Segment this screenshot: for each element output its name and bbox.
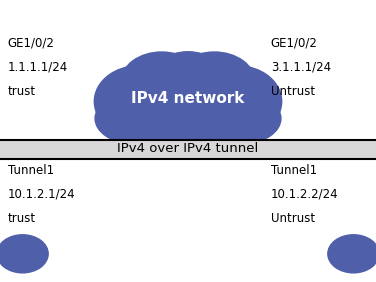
Circle shape [327,234,376,274]
Ellipse shape [207,93,282,144]
Text: IPv4 network: IPv4 network [131,91,245,106]
Ellipse shape [151,51,225,107]
FancyBboxPatch shape [0,140,376,159]
Text: 1.1.1.1/24: 1.1.1.1/24 [8,61,68,74]
Text: trust: trust [8,85,36,98]
Ellipse shape [173,51,256,112]
Circle shape [0,234,49,274]
Text: Tunnel1: Tunnel1 [271,164,317,177]
Text: 10.1.2.1/24: 10.1.2.1/24 [8,188,75,201]
Text: Untrust: Untrust [271,85,315,98]
Ellipse shape [143,104,233,150]
Text: 10.1.2.2/24: 10.1.2.2/24 [271,188,338,201]
Text: GE1/0/2: GE1/0/2 [8,37,55,50]
Text: trust: trust [8,212,36,224]
Text: 3.1.1.1/24: 3.1.1.1/24 [271,61,331,74]
Ellipse shape [94,93,169,144]
Text: Tunnel1: Tunnel1 [8,164,54,177]
Ellipse shape [129,64,247,150]
Ellipse shape [94,65,185,138]
Ellipse shape [191,65,282,138]
Text: GE1/0/2: GE1/0/2 [271,37,318,50]
Text: IPv4 over IPv4 tunnel: IPv4 over IPv4 tunnel [117,142,259,155]
Text: Untrust: Untrust [271,212,315,224]
Ellipse shape [120,51,203,112]
